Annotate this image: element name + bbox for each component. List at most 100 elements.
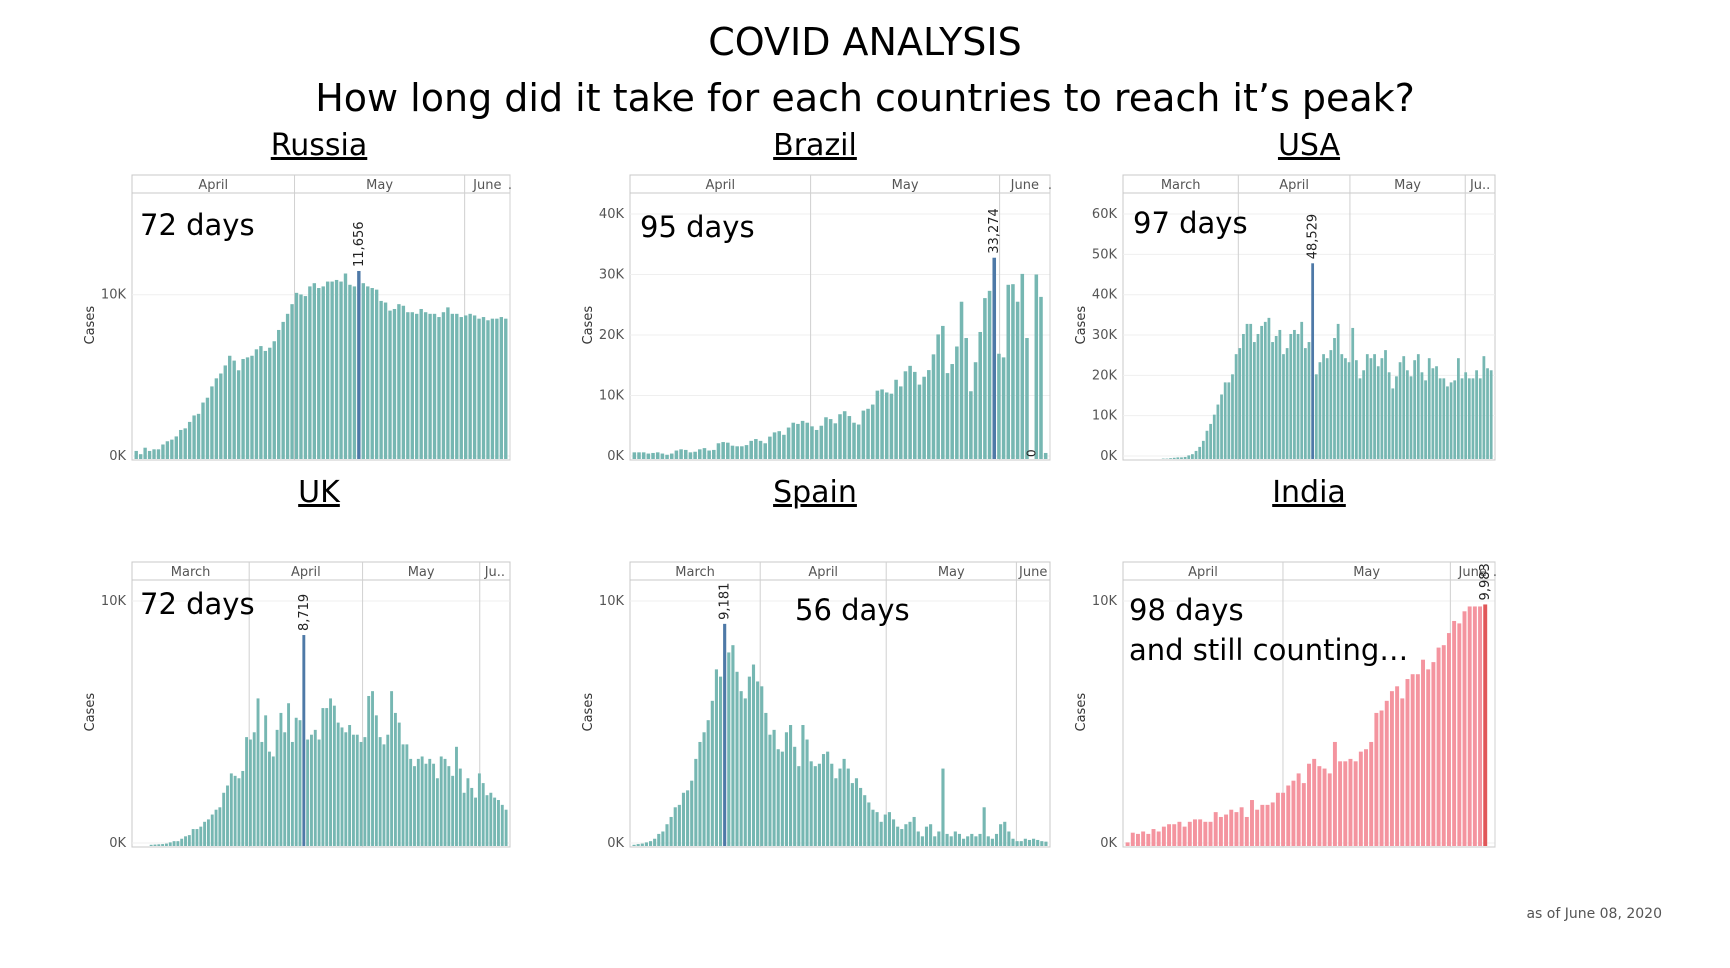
data-bar	[957, 833, 962, 846]
data-bar	[641, 452, 646, 459]
month-label: May	[1353, 565, 1380, 580]
data-bar	[1336, 323, 1340, 459]
data-bar	[1478, 378, 1482, 459]
month-label: .	[1048, 178, 1052, 193]
data-bar	[707, 450, 711, 459]
data-bar	[210, 814, 214, 846]
data-bar	[924, 826, 929, 846]
data-bar	[756, 681, 760, 846]
peak-value-label: 9,181	[718, 583, 733, 620]
data-bar	[702, 732, 706, 846]
y-tick-label: 40K	[599, 207, 625, 222]
data-bar	[782, 434, 786, 459]
data-bar	[651, 452, 655, 459]
data-bar	[970, 833, 974, 846]
data-bar	[1274, 336, 1278, 459]
data-bar	[308, 286, 312, 459]
data-bar	[941, 768, 945, 846]
data-bar	[1475, 370, 1478, 459]
data-bar	[660, 453, 665, 459]
footnote: as of June 08, 2020	[1526, 906, 1662, 922]
data-bar	[1410, 674, 1415, 846]
peak-bar	[1311, 263, 1315, 459]
month-label: May	[892, 178, 919, 193]
data-bar	[1348, 758, 1353, 846]
data-bar	[1446, 633, 1451, 846]
data-bar	[1242, 333, 1245, 459]
data-bar	[332, 705, 336, 846]
data-bar	[437, 317, 441, 459]
plot-frame	[131, 561, 511, 848]
days-to-peak-label: 95 days	[640, 210, 755, 244]
data-bar	[883, 814, 887, 846]
data-bar	[1203, 821, 1208, 846]
data-bar	[1365, 354, 1369, 459]
data-bar	[493, 797, 497, 846]
data-bar	[206, 819, 210, 846]
data-bar	[632, 452, 637, 459]
month-label: June	[1010, 178, 1039, 193]
data-bar	[1141, 831, 1146, 846]
data-bar	[661, 831, 665, 846]
data-bar	[913, 371, 917, 459]
data-bar	[772, 432, 777, 459]
data-bar	[1249, 323, 1253, 459]
data-bar	[468, 313, 472, 459]
data-bar	[254, 349, 259, 459]
data-bar	[223, 365, 227, 459]
data-bar	[298, 720, 302, 846]
data-bar	[740, 446, 744, 459]
data-bar	[134, 450, 138, 459]
data-bar	[1402, 356, 1406, 459]
data-bar	[199, 826, 203, 846]
data-bar	[665, 824, 669, 846]
data-bar	[303, 296, 308, 459]
data-bar	[821, 754, 826, 846]
data-bar	[259, 346, 263, 459]
data-bar	[313, 729, 317, 846]
data-bar	[1395, 686, 1400, 846]
data-bar	[1227, 382, 1231, 459]
y-axis-label: Cases	[581, 693, 596, 732]
data-bar	[1172, 457, 1176, 459]
data-bar	[1234, 812, 1239, 846]
data-bar	[796, 423, 800, 459]
month-label: April	[291, 565, 321, 580]
data-bar	[1286, 785, 1291, 846]
data-bar	[222, 792, 226, 846]
month-label: May	[366, 178, 393, 193]
data-bar	[485, 795, 489, 846]
y-axis-label: Cases	[1074, 693, 1089, 732]
data-bar	[1239, 807, 1244, 846]
days-to-peak-label: 98 days	[1129, 593, 1244, 627]
data-bar	[486, 320, 490, 459]
y-tick-label: 20K	[599, 328, 625, 343]
y-tick-label: 50K	[1092, 247, 1118, 262]
data-bar	[210, 386, 214, 459]
data-bar	[192, 415, 196, 459]
data-bar	[1245, 323, 1249, 459]
data-bar	[1482, 356, 1486, 459]
data-bar	[1322, 354, 1325, 459]
data-bar	[955, 346, 959, 459]
data-bar	[997, 353, 1001, 459]
data-bar	[1379, 710, 1384, 846]
data-bar	[727, 652, 731, 846]
month-label: .	[1493, 565, 1497, 580]
data-bar	[1011, 838, 1015, 846]
data-bar	[653, 838, 657, 846]
data-bar	[1003, 821, 1007, 846]
data-bar	[903, 371, 908, 459]
data-bar	[1343, 761, 1348, 846]
peak-bar	[992, 257, 997, 459]
data-bar	[1201, 440, 1205, 459]
data-bar	[339, 281, 343, 459]
y-tick-label: 40K	[1092, 288, 1118, 303]
data-bar	[447, 766, 451, 846]
data-bar	[359, 741, 363, 846]
peak-value-label: 33,274	[987, 208, 1002, 254]
data-bar	[978, 833, 982, 846]
data-bar	[887, 812, 891, 846]
data-bar	[219, 373, 223, 459]
data-bar	[290, 741, 294, 846]
